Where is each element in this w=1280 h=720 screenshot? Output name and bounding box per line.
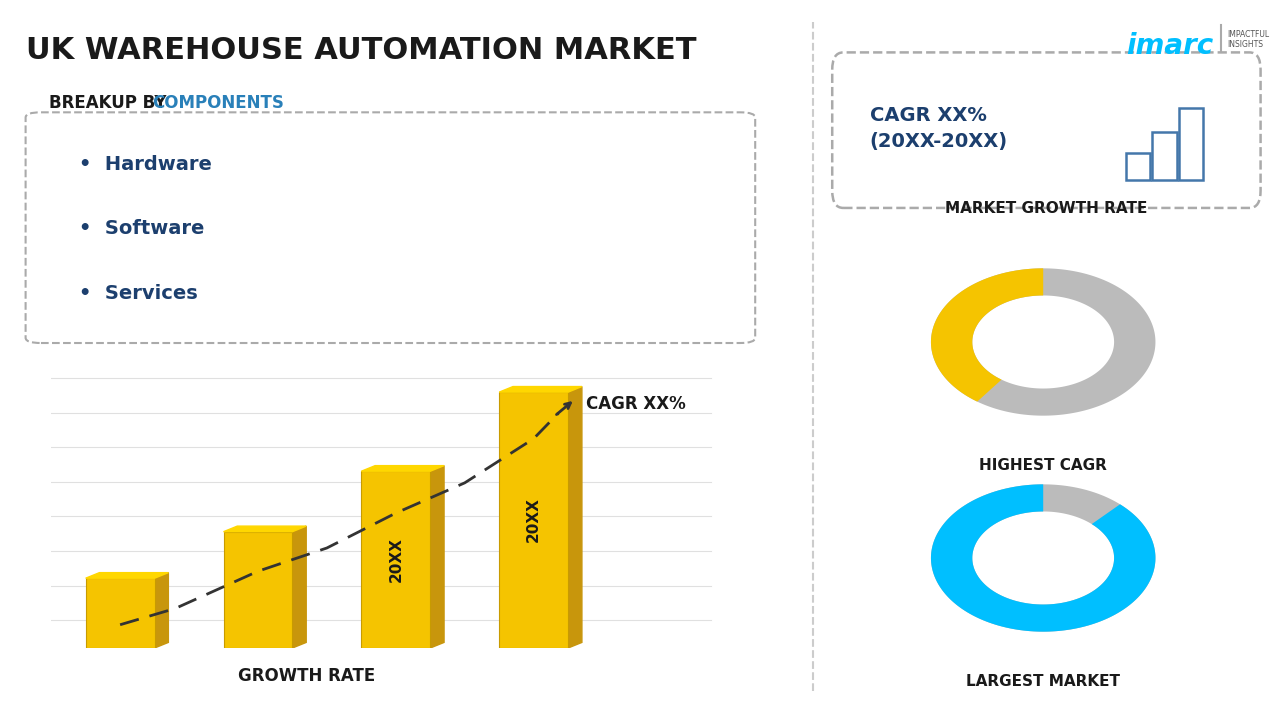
Polygon shape <box>568 387 582 648</box>
Text: 20XX: 20XX <box>388 537 403 582</box>
Bar <box>1179 108 1203 180</box>
Text: COMPONENTS: COMPONENTS <box>152 94 284 112</box>
Bar <box>1152 132 1176 180</box>
Bar <box>86 578 155 648</box>
Polygon shape <box>292 526 306 648</box>
FancyBboxPatch shape <box>26 112 755 343</box>
Polygon shape <box>499 387 582 392</box>
Text: HIGHEST CAGR: HIGHEST CAGR <box>979 458 1107 472</box>
Text: IMPACTFUL: IMPACTFUL <box>1228 30 1270 39</box>
Bar <box>499 392 568 648</box>
Text: MARKET GROWTH RATE: MARKET GROWTH RATE <box>945 201 1148 216</box>
Text: XX: XX <box>1027 548 1060 568</box>
Polygon shape <box>155 572 169 648</box>
Polygon shape <box>361 466 444 471</box>
Text: •  Software: • Software <box>79 220 205 238</box>
Text: •  Services: • Services <box>79 284 198 303</box>
Polygon shape <box>931 485 1156 631</box>
Polygon shape <box>931 485 1156 631</box>
Polygon shape <box>430 466 444 648</box>
Text: imarc: imarc <box>1126 32 1213 60</box>
Bar <box>1126 153 1151 180</box>
Text: CAGR XX%
(20XX-20XX): CAGR XX% (20XX-20XX) <box>870 106 1007 151</box>
FancyBboxPatch shape <box>832 53 1261 208</box>
Text: GROWTH RATE: GROWTH RATE <box>238 667 375 685</box>
Text: BREAKUP BY: BREAKUP BY <box>49 94 172 112</box>
Text: UK WAREHOUSE AUTOMATION MARKET: UK WAREHOUSE AUTOMATION MARKET <box>26 36 696 65</box>
Polygon shape <box>86 572 169 578</box>
Bar <box>361 471 430 648</box>
Bar <box>224 531 292 648</box>
Text: LARGEST MARKET: LARGEST MARKET <box>966 674 1120 688</box>
Text: INSIGHTS: INSIGHTS <box>1228 40 1263 49</box>
Text: XX%: XX% <box>1015 332 1071 352</box>
Text: 20XX: 20XX <box>526 498 541 542</box>
Polygon shape <box>931 269 1043 402</box>
Polygon shape <box>931 269 1156 415</box>
Polygon shape <box>224 526 306 531</box>
Text: CAGR XX%: CAGR XX% <box>586 395 686 413</box>
Text: •  Hardware: • Hardware <box>79 155 212 174</box>
